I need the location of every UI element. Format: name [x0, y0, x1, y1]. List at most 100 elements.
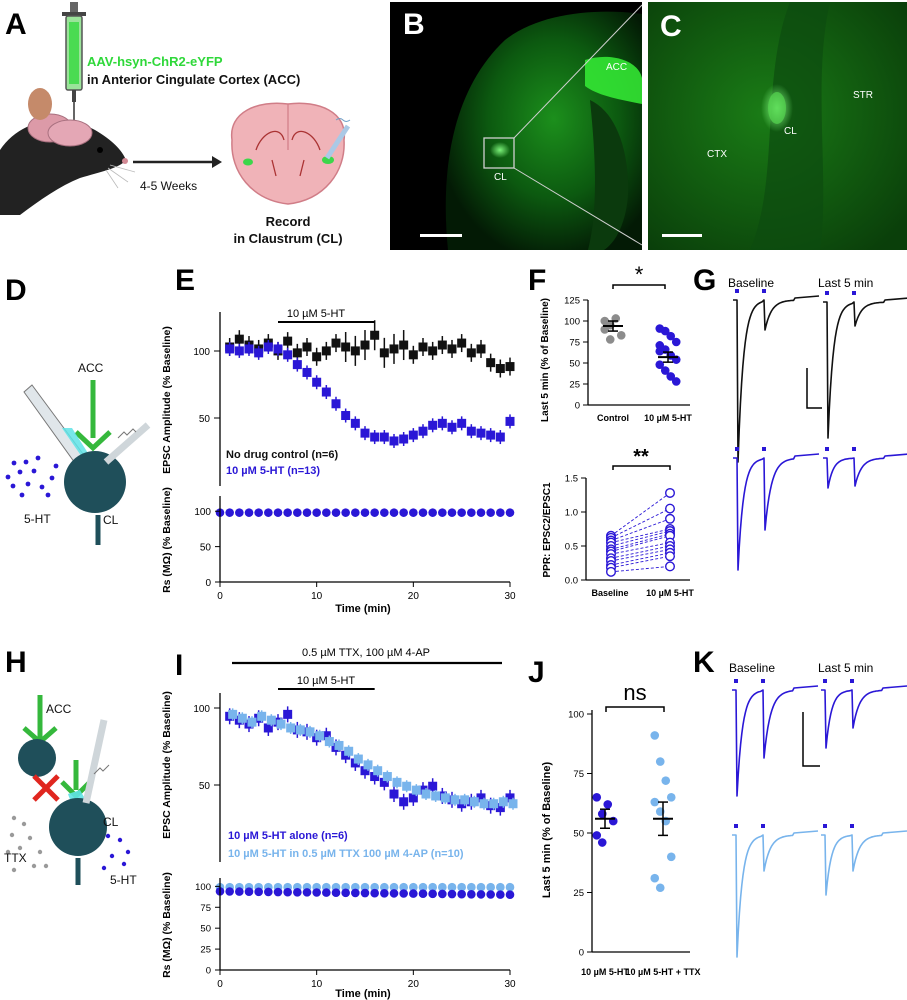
data-point [486, 508, 495, 517]
data-point [428, 882, 437, 892]
panel-letter-d: D [5, 274, 27, 307]
stim-marker [762, 289, 766, 293]
y-tick-label: 75 [569, 338, 580, 349]
y-axis-label: Last 5 min (% of Baseline) [541, 762, 553, 899]
data-point [437, 418, 447, 428]
data-point [302, 508, 312, 517]
data-point [312, 888, 321, 897]
panel-letter-g: G [693, 264, 716, 297]
y-tick-label: 25 [200, 945, 211, 956]
data-point [476, 508, 486, 517]
data-point [312, 508, 321, 517]
legend-serotonin: 10 µM 5-HT (n=13) [226, 465, 320, 477]
chart-e-top-marks [225, 320, 515, 448]
panel-letter-h: H [5, 646, 27, 679]
legend-control: No drug control (n=6) [226, 449, 338, 461]
legend-serotonin: 10 µM 5-HT alone (n=6) [228, 830, 348, 842]
data-point [225, 344, 235, 354]
data-point [606, 566, 617, 577]
data-point [650, 873, 660, 883]
data-point [665, 561, 676, 572]
panel-a-schematic: AAV-hsyn-ChR2-eYFP in Anterior Cingulate… [0, 2, 351, 246]
data-point [467, 889, 476, 899]
data-point [379, 777, 389, 787]
data-point [476, 890, 486, 899]
data-point [382, 772, 392, 782]
data-point [418, 342, 428, 352]
str-label: STR [853, 90, 873, 101]
data-point [428, 508, 437, 517]
x-tick-label: 30 [504, 979, 516, 990]
data-point [389, 508, 399, 517]
chart-i-top-marks [225, 706, 518, 816]
data-point [257, 711, 267, 721]
data-point [389, 889, 399, 898]
y-axis-label: PPR: EPSC2/EPSC1 [542, 482, 553, 577]
data-point [431, 791, 441, 801]
stim-marker [850, 824, 854, 828]
data-point [421, 789, 431, 799]
stim-marker [734, 679, 738, 683]
chart-i-bottom: 0 25 50 75 100 0 10 20 30 Rs (MΩ) (% Baseline) T… [161, 872, 516, 1000]
epsc-trace [821, 830, 907, 896]
data-point [331, 399, 341, 409]
cl-label: CL [103, 815, 119, 829]
panel-letter-e: E [175, 264, 195, 297]
y-axis-label: EPSC Amplitude (% Baseline) [161, 326, 173, 474]
syringe-icon [62, 2, 86, 125]
y-axis-label: Rs (MΩ) (% Baseline) [161, 872, 173, 978]
axis-ticks: 0 25 50 75 100 0 10 20 30 [195, 882, 516, 990]
acc-label: ACC [78, 361, 104, 375]
significance-label: ns [623, 680, 646, 705]
data-point [293, 887, 302, 897]
data-point [360, 766, 370, 776]
data-point [399, 797, 409, 807]
y-tick-label: 100 [194, 507, 211, 518]
x-tick-label: 20 [408, 979, 420, 990]
chart-f-bottom-marks [606, 487, 676, 577]
chart-f-top: 0 25 50 75 100 125 * Control 10 µM 5-HT Last … [540, 262, 692, 423]
y-tick-label: 100 [564, 317, 580, 328]
data-point [486, 882, 495, 892]
stim-marker [825, 447, 829, 451]
data-point [505, 793, 515, 803]
data-point [334, 740, 344, 750]
panel-d-schematic: ACC 5-HT CL [5, 361, 151, 545]
data-point [315, 731, 325, 741]
ctx-label: CTX [707, 149, 727, 160]
data-point [476, 793, 486, 803]
data-point [370, 772, 380, 782]
data-point [276, 719, 286, 729]
panel-c-micrograph: C STR CL CTX [648, 2, 907, 250]
significance-star: ** [633, 446, 649, 468]
data-point [457, 338, 467, 348]
paired-line [610, 552, 671, 566]
x-category-label: 10 µM 5-HT [646, 588, 694, 598]
data-point [389, 882, 399, 892]
data-point [263, 342, 273, 352]
y-tick-label: 0.5 [565, 542, 578, 553]
data-point [661, 776, 671, 785]
data-point [450, 795, 460, 805]
weeks-label: 4-5 Weeks [140, 179, 197, 193]
y-tick-label: 50 [199, 414, 211, 425]
scale-bar [662, 234, 702, 237]
data-point [495, 803, 505, 813]
data-point [418, 426, 428, 436]
data-point [370, 508, 379, 517]
y-tick-label: 50 [199, 781, 211, 792]
data-point [665, 513, 676, 524]
panel-h-schematic: ACC TTX CL 5-HT [4, 695, 137, 887]
data-point [244, 508, 254, 517]
data-point [360, 340, 370, 350]
data-point [341, 508, 350, 517]
data-point [437, 340, 447, 350]
data-point [495, 432, 505, 442]
data-point [505, 362, 515, 372]
data-point [283, 336, 293, 346]
data-point [399, 340, 409, 350]
stim-marker [850, 679, 854, 683]
data-point [460, 795, 470, 805]
x-category-label: 10 µM 5-HT [644, 413, 692, 423]
x-category-label: Baseline [591, 588, 628, 598]
